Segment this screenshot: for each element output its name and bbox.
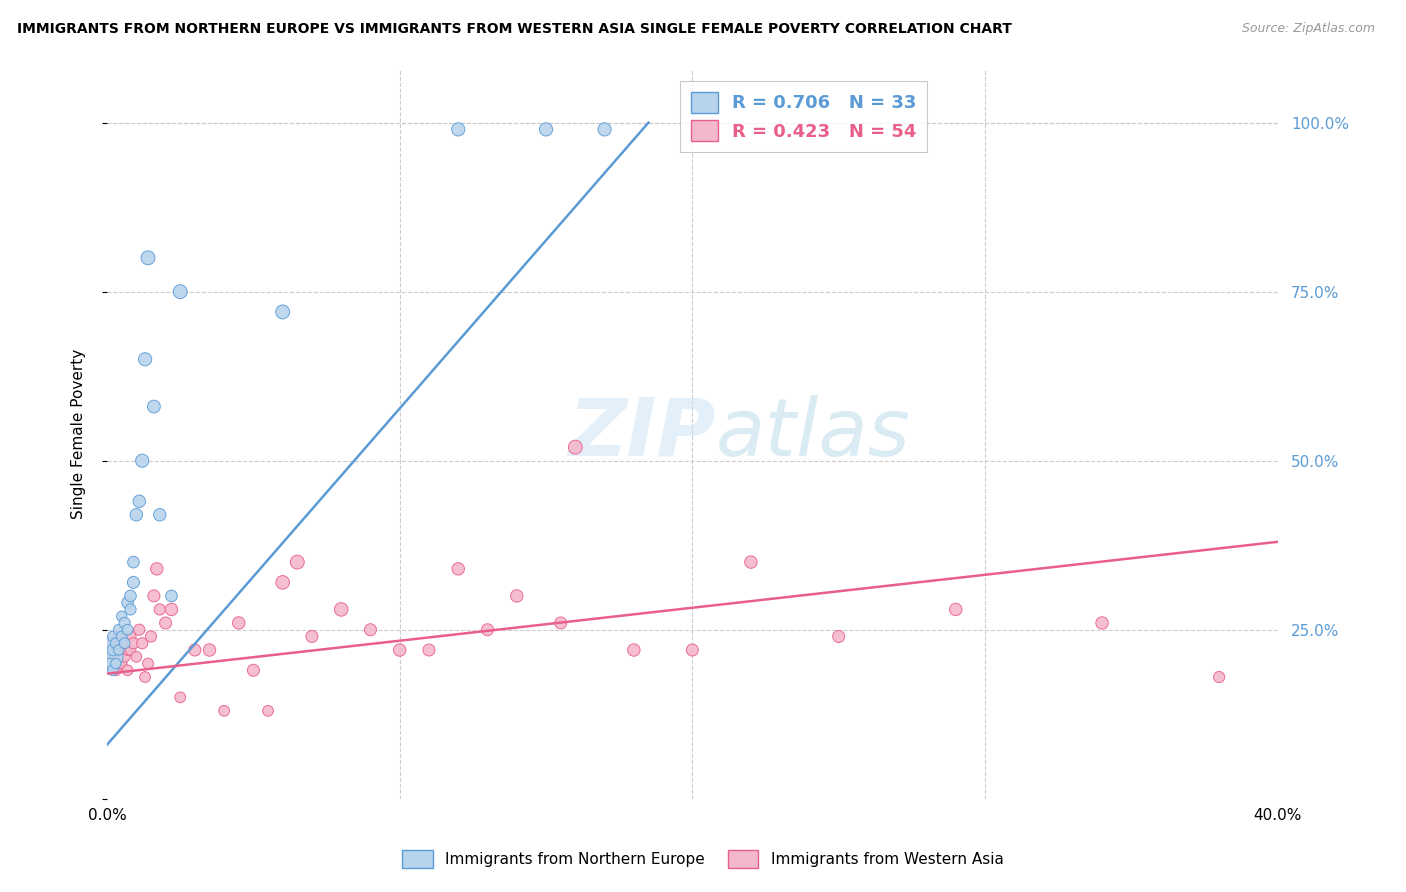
Point <box>98 636 121 650</box>
Point <box>114 636 136 650</box>
Point <box>160 589 183 603</box>
Point <box>120 589 142 603</box>
Point <box>1208 670 1230 684</box>
Point <box>101 663 124 677</box>
Point <box>271 305 294 319</box>
Point <box>101 636 124 650</box>
Text: Source: ZipAtlas.com: Source: ZipAtlas.com <box>1241 22 1375 36</box>
Point <box>160 602 183 616</box>
Point <box>120 602 142 616</box>
Point <box>945 602 967 616</box>
Point <box>107 643 129 657</box>
Point <box>564 440 586 454</box>
Point <box>107 623 129 637</box>
Point <box>120 643 142 657</box>
Point <box>184 643 207 657</box>
Point <box>827 630 849 644</box>
Point <box>111 609 134 624</box>
Point <box>447 562 470 576</box>
Point <box>142 400 165 414</box>
Point <box>125 508 148 522</box>
Point <box>359 623 381 637</box>
Point <box>146 562 169 576</box>
Point <box>117 623 139 637</box>
Point <box>114 636 136 650</box>
Point <box>169 690 191 705</box>
Point <box>117 643 139 657</box>
Point <box>593 122 616 136</box>
Point <box>107 630 129 644</box>
Point <box>1091 615 1114 630</box>
Point <box>301 630 323 644</box>
Point <box>128 623 150 637</box>
Text: IMMIGRANTS FROM NORTHERN EUROPE VS IMMIGRANTS FROM WESTERN ASIA SINGLE FEMALE PO: IMMIGRANTS FROM NORTHERN EUROPE VS IMMIG… <box>17 22 1012 37</box>
Point <box>285 555 308 569</box>
Point <box>111 643 134 657</box>
Point <box>98 643 121 657</box>
Point <box>128 494 150 508</box>
Point <box>125 649 148 664</box>
Point <box>98 649 121 664</box>
Point <box>155 615 177 630</box>
Point <box>111 657 134 671</box>
Point <box>120 630 142 644</box>
Point <box>117 596 139 610</box>
Point <box>550 615 572 630</box>
Point <box>271 575 294 590</box>
Point <box>117 663 139 677</box>
Legend: R = 0.706   N = 33, R = 0.423   N = 54: R = 0.706 N = 33, R = 0.423 N = 54 <box>679 81 928 152</box>
Point <box>681 643 703 657</box>
Point <box>534 122 557 136</box>
Y-axis label: Single Female Poverty: Single Female Poverty <box>72 349 86 519</box>
Point <box>104 643 127 657</box>
Text: ZIP: ZIP <box>568 394 716 473</box>
Point <box>131 636 153 650</box>
Text: atlas: atlas <box>716 394 911 473</box>
Point <box>477 623 499 637</box>
Point <box>104 636 127 650</box>
Point <box>134 670 156 684</box>
Point <box>228 615 250 630</box>
Point <box>104 663 127 677</box>
Point <box>122 636 145 650</box>
Point <box>623 643 645 657</box>
Point <box>104 657 127 671</box>
Point <box>111 630 134 644</box>
Point <box>107 657 129 671</box>
Point <box>142 589 165 603</box>
Point <box>212 704 235 718</box>
Point <box>447 122 470 136</box>
Point <box>114 615 136 630</box>
Point <box>98 657 121 671</box>
Point <box>139 630 162 644</box>
Point <box>101 643 124 657</box>
Point <box>98 657 121 671</box>
Point <box>134 352 156 367</box>
Point <box>149 602 172 616</box>
Point <box>122 555 145 569</box>
Point <box>101 649 124 664</box>
Point <box>257 704 280 718</box>
Point <box>506 589 529 603</box>
Point <box>114 649 136 664</box>
Point <box>149 508 172 522</box>
Point <box>101 630 124 644</box>
Legend: Immigrants from Northern Europe, Immigrants from Western Asia: Immigrants from Northern Europe, Immigra… <box>396 844 1010 873</box>
Point <box>169 285 191 299</box>
Point <box>388 643 411 657</box>
Point <box>418 643 440 657</box>
Point <box>136 657 159 671</box>
Point <box>330 602 353 616</box>
Point <box>198 643 221 657</box>
Point <box>136 251 159 265</box>
Point <box>131 453 153 467</box>
Point <box>242 663 264 677</box>
Point <box>122 575 145 590</box>
Point <box>740 555 762 569</box>
